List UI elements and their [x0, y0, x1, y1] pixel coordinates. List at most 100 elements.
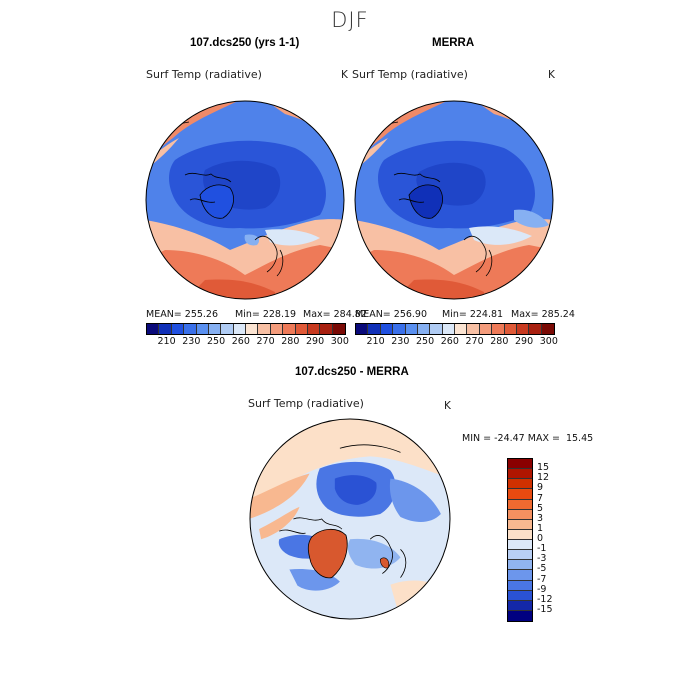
- colorbar-segment: [508, 570, 532, 581]
- colorbar-tick-label: 9: [537, 482, 544, 494]
- colorbar-segment: [332, 324, 345, 334]
- colorbar-tick-label: 3: [537, 512, 544, 524]
- variable-label-model: Surf Temp (radiative): [146, 68, 262, 81]
- colorbar-segment: [508, 459, 532, 470]
- stats-max-merra: Max= 285.24: [511, 309, 575, 320]
- colorbar-segment: [159, 324, 172, 334]
- colorbar-tick-label: -7: [537, 573, 547, 585]
- colorbar-tick-label: -12: [537, 593, 553, 605]
- unit-label-merra: K: [548, 69, 555, 81]
- colorbar-tick-label: 280: [281, 336, 300, 347]
- colorbar-tick-label: 260: [440, 336, 459, 347]
- colorbar-segment: [508, 550, 532, 561]
- colorbar-segment: [455, 324, 468, 334]
- colorbar-segment: [442, 324, 455, 334]
- colorbar-model: [146, 323, 346, 335]
- colorbar-segment: [320, 324, 333, 334]
- colorbar-segment: [508, 479, 532, 490]
- colorbar-segment: [508, 560, 532, 571]
- colorbar-segment: [283, 324, 296, 334]
- colorbar-tick-label: -9: [537, 583, 547, 595]
- panel-title-model: 107.dcs250 (yrs 1-1): [190, 37, 300, 49]
- colorbar-segment: [508, 529, 532, 540]
- colorbar-tick-label: 280: [490, 336, 509, 347]
- colorbar-tick-label: 210: [157, 336, 176, 347]
- colorbar-tick-label: 7: [537, 492, 544, 504]
- polar-map-merra: [354, 100, 554, 300]
- colorbar-segment: [479, 324, 493, 334]
- colorbar-segment: [295, 324, 308, 334]
- colorbar-segment: [393, 324, 406, 334]
- colorbar-segment: [270, 324, 284, 334]
- stats-max-model: Max= 284.82: [303, 309, 367, 320]
- colorbar-diff: [507, 458, 533, 622]
- polar-map-diff: [249, 418, 451, 620]
- colorbar-segment: [508, 590, 532, 601]
- colorbar-segment: [508, 540, 532, 551]
- stats-min-model: Min= 228.19: [235, 309, 297, 320]
- colorbar-segment: [508, 509, 532, 520]
- stats-minmax-diff: MIN = -24.47 MAX = 15.45: [462, 433, 594, 444]
- colorbar-segment: [405, 324, 418, 334]
- panel-title-merra: MERRA: [432, 37, 475, 49]
- page-title: DJF: [331, 8, 369, 32]
- colorbar-tick-label: 250: [415, 336, 435, 347]
- colorbar-tick-label: 210: [366, 336, 385, 347]
- stats-mean-merra: MEAN= 256.90: [355, 309, 428, 320]
- colorbar-segment: [258, 324, 271, 334]
- variable-label-merra: Surf Temp (radiative): [352, 68, 468, 81]
- colorbar-segment: [541, 324, 554, 334]
- colorbar-tick-label: 270: [465, 336, 484, 347]
- colorbar-segment: [171, 324, 185, 334]
- colorbar-segment: [529, 324, 542, 334]
- colorbar-segment: [184, 324, 197, 334]
- colorbar-segment: [430, 324, 443, 334]
- colorbar-tick-label: 270: [256, 336, 275, 347]
- colorbar-segment: [208, 324, 222, 334]
- colorbar-tick-label: 230: [391, 336, 410, 347]
- colorbar-segment: [196, 324, 209, 334]
- colorbar-segment: [492, 324, 505, 334]
- colorbar-tick-label: 300: [330, 336, 349, 347]
- colorbar-segment: [307, 324, 321, 334]
- colorbar-segment: [516, 324, 530, 334]
- colorbar-tick-label: 260: [231, 336, 250, 347]
- unit-label-model: K: [341, 69, 348, 81]
- colorbar-segment: [233, 324, 246, 334]
- colorbar-segment: [380, 324, 394, 334]
- colorbar-segment: [508, 580, 532, 591]
- polar-map-model: [145, 100, 345, 300]
- stats-mean-model: MEAN= 255.26: [146, 309, 219, 320]
- colorbar-tick-label: 230: [182, 336, 201, 347]
- colorbar-segment: [508, 600, 532, 611]
- colorbar-tick-label: -5: [537, 563, 547, 575]
- colorbar-merra: [355, 323, 555, 335]
- colorbar-segment: [508, 499, 532, 510]
- colorbar-tick-label: 1: [537, 522, 544, 534]
- colorbar-segment: [508, 489, 532, 500]
- colorbar-segment: [246, 324, 259, 334]
- colorbar-segment: [467, 324, 480, 334]
- colorbar-segment: [508, 519, 532, 530]
- colorbar-tick-label: -15: [537, 603, 553, 615]
- colorbar-segment: [368, 324, 381, 334]
- unit-label-diff: K: [444, 400, 451, 412]
- colorbar-tick-label: 250: [206, 336, 226, 347]
- colorbar-segment: [356, 324, 369, 334]
- colorbar-tick-label: -1: [537, 543, 547, 555]
- colorbar-tick-label: 12: [537, 472, 550, 484]
- colorbar-segment: [221, 324, 234, 334]
- colorbar-tick-label: -3: [537, 553, 547, 565]
- stats-min-merra: Min= 224.81: [442, 309, 504, 320]
- colorbar-tick-label: 290: [514, 336, 534, 347]
- colorbar-tick-label: 300: [539, 336, 558, 347]
- colorbar-segment: [504, 324, 517, 334]
- colorbar-segment: [508, 469, 532, 480]
- colorbar-segment: [508, 610, 532, 621]
- colorbar-tick-label: 5: [537, 502, 544, 514]
- colorbar-tick-label: 0: [537, 533, 544, 544]
- variable-label-diff: Surf Temp (radiative): [248, 397, 364, 410]
- colorbar-tick-label: 15: [537, 462, 550, 474]
- colorbar-tick-label: 290: [305, 336, 325, 347]
- colorbar-segment: [147, 324, 160, 334]
